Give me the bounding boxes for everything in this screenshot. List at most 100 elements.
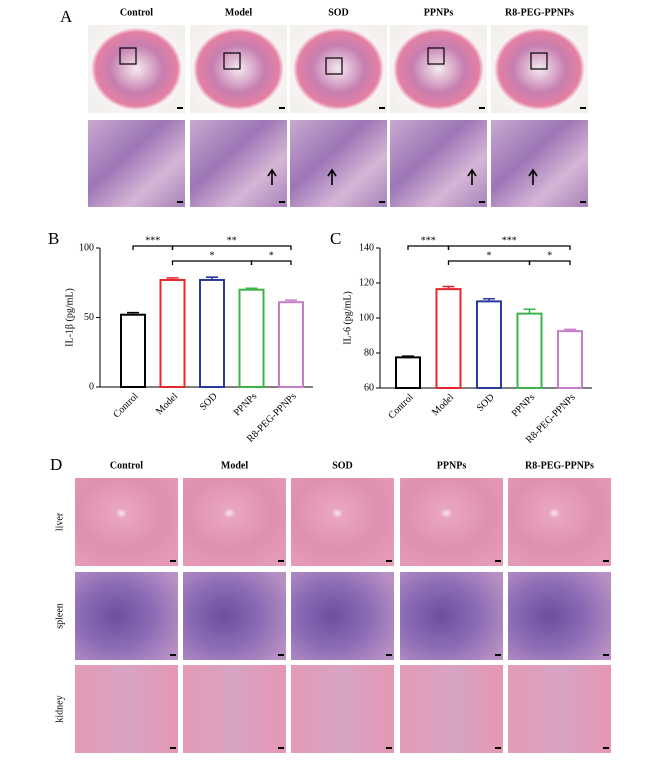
y-axis-label: IL-6 (pg/mL) <box>342 291 353 345</box>
y-tick-label: 50 <box>84 312 94 323</box>
significance-bracket <box>132 245 174 250</box>
error-bar <box>483 297 495 302</box>
bar <box>238 288 265 389</box>
histology-image <box>290 25 387 113</box>
column-header: PPNPs <box>424 7 454 18</box>
y-tick-label: 120 <box>359 277 374 288</box>
panel-label: A <box>60 7 73 26</box>
column-header: R8-PEG-PPNPs <box>505 7 574 18</box>
error-bar <box>402 355 414 358</box>
bar <box>435 288 462 389</box>
panel-label: B <box>48 229 59 248</box>
significance-label: * <box>210 250 215 261</box>
y-tick-label: 0 <box>89 381 94 392</box>
x-tick-label: PPNPs <box>510 392 538 420</box>
significance-label: *** <box>145 235 160 246</box>
histology-image <box>508 665 611 753</box>
histology-image <box>291 665 394 753</box>
histology-image <box>183 572 286 660</box>
y-tick-label: 80 <box>364 347 374 358</box>
error-bar <box>285 299 297 303</box>
histology-image <box>508 478 611 566</box>
error-bar <box>206 276 218 280</box>
significance-bracket <box>528 260 571 265</box>
histology-image <box>290 120 387 207</box>
panel-label: D <box>50 455 62 474</box>
histology-image <box>390 25 487 113</box>
error-bar <box>166 277 179 280</box>
error-bar <box>245 287 258 290</box>
bar <box>120 313 146 388</box>
y-tick-label: 100 <box>359 312 374 323</box>
column-header: Control <box>110 460 143 471</box>
significance-bracket <box>171 245 292 250</box>
row-label: spleen <box>54 603 65 629</box>
significance-label: *** <box>421 235 436 246</box>
inset-box <box>119 47 137 65</box>
inset-box <box>427 47 445 65</box>
histology-image <box>291 478 394 566</box>
histology-image <box>183 665 286 753</box>
x-tick-label: PPNPs <box>232 391 260 419</box>
arrow <box>327 168 337 185</box>
histology-image <box>190 120 287 207</box>
column-header: Control <box>120 7 153 18</box>
significance-label: * <box>547 250 552 261</box>
error-bar <box>564 328 576 332</box>
panel-label: C <box>330 229 341 248</box>
inset-box <box>325 57 343 75</box>
y-tick-label: 60 <box>364 382 374 393</box>
significance-label: * <box>269 250 274 261</box>
row-label: liver <box>54 512 65 531</box>
x-tick-label: Control <box>386 392 416 422</box>
x-tick-label: SOD <box>475 392 497 414</box>
arrow <box>467 168 477 185</box>
significance-bracket <box>171 260 253 265</box>
x-tick-label: SOD <box>198 391 220 413</box>
arrow <box>528 168 538 185</box>
histology-image <box>491 120 588 207</box>
column-header: SOD <box>332 460 353 471</box>
error-bar <box>442 285 455 290</box>
inset-box <box>530 52 548 70</box>
error-bar <box>523 308 536 314</box>
y-axis-label: IL-1β (pg/mL) <box>64 288 75 347</box>
column-header: Model <box>225 7 252 18</box>
column-header: R8-PEG-PPNPs <box>525 460 594 471</box>
bar <box>159 278 186 388</box>
x-tick-label: Model <box>154 391 180 417</box>
column-header: SOD <box>328 7 349 18</box>
significance-bracket <box>447 260 531 265</box>
bar <box>557 330 583 389</box>
significance-label: ** <box>227 235 237 246</box>
column-header: PPNPs <box>437 460 467 471</box>
column-header: Model <box>221 460 248 471</box>
significance-label: *** <box>502 235 517 246</box>
histology-image <box>390 120 487 207</box>
x-tick-label: Control <box>111 391 141 421</box>
bar <box>395 356 421 389</box>
error-bar <box>127 311 139 315</box>
histology-image <box>75 572 178 660</box>
bar <box>199 278 225 388</box>
histology-image <box>400 665 503 753</box>
significance-bracket <box>447 245 571 250</box>
histology-image <box>291 572 394 660</box>
histology-image <box>183 478 286 566</box>
y-tick-label: 100 <box>79 242 94 253</box>
x-tick-label: Model <box>430 392 456 418</box>
inset-box <box>223 52 241 70</box>
bar <box>278 301 304 388</box>
significance-bracket <box>407 245 450 250</box>
significance-label: * <box>487 250 492 261</box>
histology-image <box>400 572 503 660</box>
histology-image <box>508 572 611 660</box>
bar <box>516 312 543 389</box>
histology-image <box>75 665 178 753</box>
arrow <box>267 168 277 185</box>
histology-image <box>400 478 503 566</box>
row-label: kidney <box>54 695 65 722</box>
histology-image <box>88 120 185 207</box>
